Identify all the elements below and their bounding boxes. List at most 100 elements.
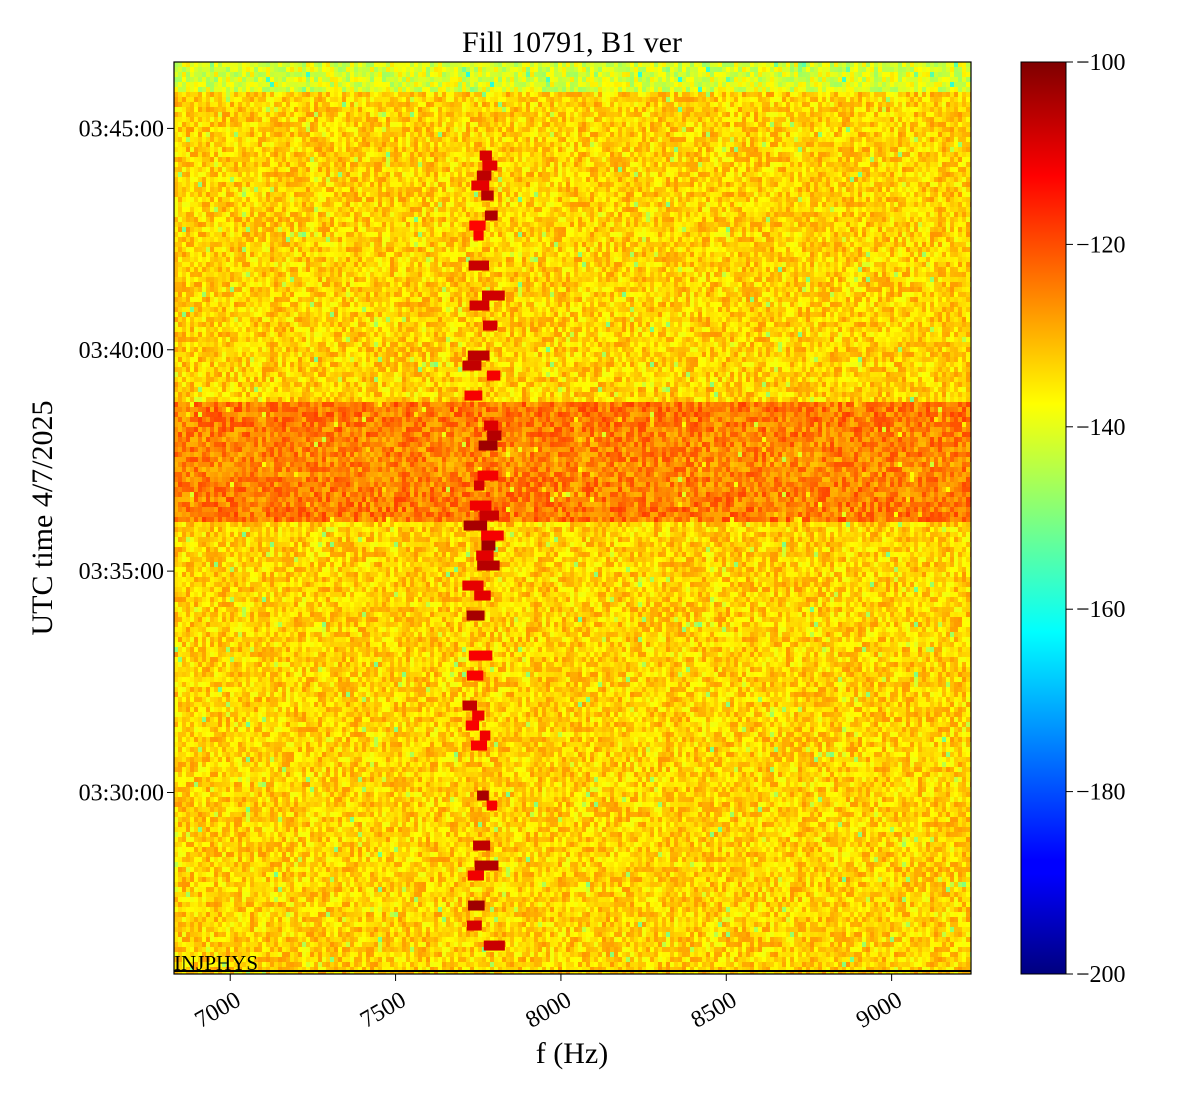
heatmap-cell xyxy=(458,132,462,137)
heatmap-cell xyxy=(838,87,842,92)
heatmap-cell xyxy=(202,142,206,147)
heatmap-cell xyxy=(326,77,330,82)
heatmap-cell xyxy=(446,147,450,152)
heatmap-cell xyxy=(218,97,222,102)
heatmap-cell xyxy=(594,82,598,87)
heatmap-cell xyxy=(746,67,750,72)
heatmap-cell xyxy=(454,157,458,162)
heatmap-cell xyxy=(378,102,382,107)
heatmap-cell xyxy=(458,142,462,147)
heatmap-cell xyxy=(958,87,962,92)
heatmap-cell xyxy=(942,82,946,87)
heatmap-cell xyxy=(410,77,414,82)
heatmap-cell xyxy=(638,97,642,102)
heatmap-cell xyxy=(630,162,634,167)
heatmap-cell xyxy=(830,147,834,152)
heatmap-cell xyxy=(414,82,418,87)
heatmap-cell xyxy=(602,142,606,147)
heatmap-cell xyxy=(314,137,318,142)
heatmap-cell xyxy=(782,102,786,107)
heatmap-cell xyxy=(534,92,538,97)
heatmap-cell xyxy=(206,92,210,97)
heatmap-cell xyxy=(234,67,238,72)
heatmap-cell xyxy=(666,82,670,87)
heatmap-cell xyxy=(306,152,310,157)
heatmap-cell xyxy=(314,87,318,92)
heatmap-cell xyxy=(762,92,766,97)
heatmap-cell xyxy=(474,77,478,82)
heatmap-cell xyxy=(222,162,226,167)
heatmap-cell xyxy=(674,162,678,167)
heatmap-cell xyxy=(774,152,778,157)
heatmap-cell xyxy=(582,132,586,137)
heatmap-cell xyxy=(750,92,754,97)
heatmap-cell xyxy=(182,117,186,122)
heatmap-cell xyxy=(722,102,726,107)
heatmap-cell xyxy=(330,142,334,147)
heatmap-cell xyxy=(238,162,242,167)
heatmap-cell xyxy=(794,82,798,87)
heatmap-cell xyxy=(842,77,846,82)
heatmap-cell xyxy=(462,92,466,97)
heatmap-cell xyxy=(854,77,858,82)
heatmap-cell xyxy=(254,97,258,102)
heatmap-cell xyxy=(638,67,642,72)
heatmap-cell xyxy=(938,142,942,147)
heatmap-cell xyxy=(694,82,698,87)
heatmap-cell xyxy=(818,127,822,132)
heatmap-cell xyxy=(674,147,678,152)
heatmap-cell xyxy=(342,112,346,117)
heatmap-cell xyxy=(466,117,470,122)
heatmap-cell xyxy=(810,97,814,102)
heatmap-cell xyxy=(646,117,650,122)
heatmap-cell xyxy=(714,152,718,157)
heatmap-cell xyxy=(706,127,710,132)
heatmap-cell xyxy=(678,127,682,132)
heatmap-cell xyxy=(190,137,194,142)
heatmap-cell xyxy=(542,62,546,67)
heatmap-cell xyxy=(290,132,294,137)
heatmap-cell xyxy=(314,102,318,107)
heatmap-cell xyxy=(898,67,902,72)
heatmap-cell xyxy=(650,127,654,132)
heatmap-cell xyxy=(434,112,438,117)
heatmap-cell xyxy=(890,127,894,132)
heatmap-cell xyxy=(350,87,354,92)
heatmap-cell xyxy=(738,152,742,157)
heatmap-cell xyxy=(238,132,242,137)
heatmap-cell xyxy=(598,62,602,67)
heatmap-cell xyxy=(450,72,454,77)
heatmap-cell xyxy=(574,132,578,137)
heatmap-cell xyxy=(362,137,366,142)
heatmap-cell xyxy=(666,62,670,67)
heatmap-cell xyxy=(686,117,690,122)
heatmap-cell xyxy=(422,102,426,107)
heatmap-cell xyxy=(450,112,454,117)
heatmap-cell xyxy=(898,72,902,77)
heatmap-cell xyxy=(218,157,222,162)
heatmap-cell xyxy=(674,82,678,87)
heatmap-cell xyxy=(526,117,530,122)
heatmap-cell xyxy=(258,127,262,132)
heatmap-cell xyxy=(390,142,394,147)
heatmap-cell xyxy=(554,142,558,147)
heatmap-cell xyxy=(266,102,270,107)
heatmap-cell xyxy=(938,152,942,157)
heatmap-cell xyxy=(650,137,654,142)
heatmap-cell xyxy=(454,82,458,87)
heatmap-cell xyxy=(286,112,290,117)
heatmap-cell xyxy=(558,147,562,152)
heatmap-cell xyxy=(294,102,298,107)
heatmap-cell xyxy=(414,102,418,107)
heatmap-cell xyxy=(698,72,702,77)
heatmap-cell xyxy=(838,157,842,162)
heatmap-cell xyxy=(698,92,702,97)
heatmap-cell xyxy=(934,142,938,147)
heatmap-cell xyxy=(358,127,362,132)
heatmap-cell xyxy=(446,67,450,72)
heatmap-cell xyxy=(342,122,346,127)
heatmap-cell xyxy=(302,62,306,67)
heatmap-cell xyxy=(582,137,586,142)
heatmap-cell xyxy=(222,112,226,117)
heatmap-cell xyxy=(774,92,778,97)
